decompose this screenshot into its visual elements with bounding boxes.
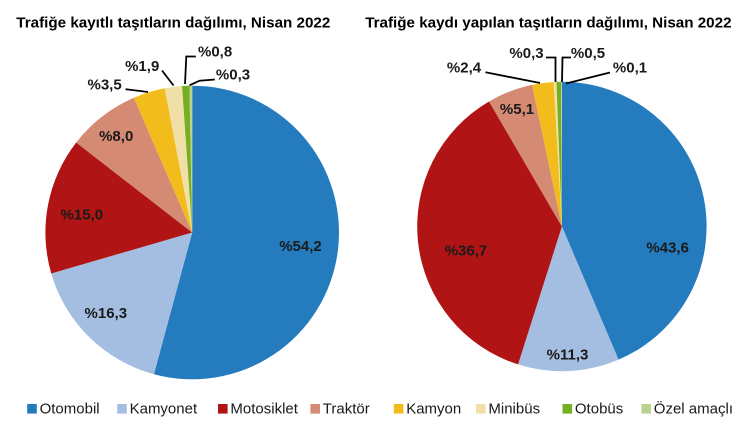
- svg-text:Kamyonet: Kamyonet: [130, 400, 198, 417]
- svg-text:%0,5: %0,5: [571, 45, 605, 62]
- svg-text:%2,4: %2,4: [447, 60, 482, 77]
- svg-text:%3,5: %3,5: [87, 77, 121, 94]
- svg-text:Otobüs: Otobüs: [575, 400, 623, 417]
- svg-text:Traktör: Traktör: [323, 400, 370, 417]
- svg-text:Minibüs: Minibüs: [488, 400, 540, 417]
- svg-text:%36,7: %36,7: [445, 242, 488, 259]
- svg-text:Motosiklet: Motosiklet: [230, 400, 298, 417]
- svg-text:Kamyon: Kamyon: [406, 400, 461, 417]
- svg-text:Otomobil: Otomobil: [40, 400, 100, 417]
- svg-text:%43,6: %43,6: [646, 239, 689, 256]
- svg-text:%8,0: %8,0: [99, 128, 133, 145]
- svg-text:%0,8: %0,8: [198, 44, 232, 61]
- svg-text:%0,3: %0,3: [509, 45, 543, 62]
- svg-text:%5,1: %5,1: [500, 101, 534, 118]
- svg-text:%16,3: %16,3: [85, 305, 128, 322]
- svg-text:Trafiğe kayıtlı taşıtların dağ: Trafiğe kayıtlı taşıtların dağılımı, Nis…: [16, 15, 330, 32]
- svg-text:%1,9: %1,9: [125, 58, 159, 75]
- svg-text:%54,2: %54,2: [279, 238, 322, 255]
- svg-text:%0,3: %0,3: [216, 67, 250, 84]
- svg-text:Trafiğe kaydı yapılan taşıtlar: Trafiğe kaydı yapılan taşıtların dağılım…: [365, 15, 731, 32]
- svg-text:%11,3: %11,3: [547, 347, 589, 364]
- svg-text:Özel amaçlı: Özel amaçlı: [654, 399, 733, 417]
- svg-text:%15,0: %15,0: [61, 206, 104, 223]
- svg-text:%0,1: %0,1: [613, 60, 647, 77]
